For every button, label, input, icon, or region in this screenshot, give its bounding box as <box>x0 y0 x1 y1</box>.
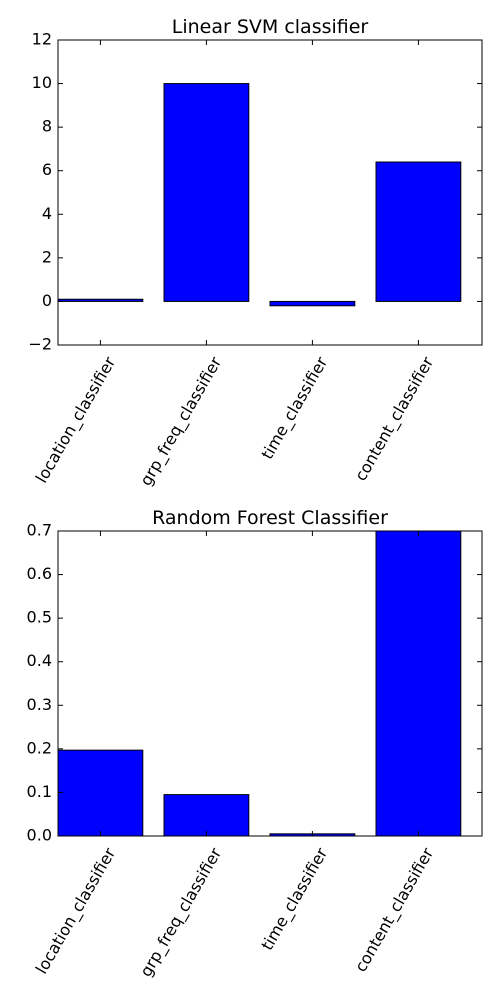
y-tick-label: 6 <box>42 160 52 179</box>
chart-title: Random Forest Classifier <box>152 507 388 529</box>
y-tick-label: 12 <box>32 30 52 49</box>
bar-location-classifier <box>58 299 143 301</box>
y-tick-label: 0.0 <box>27 826 52 845</box>
bar-content-classifier <box>376 162 461 301</box>
y-tick-label: 0 <box>42 291 52 310</box>
y-tick-label: 10 <box>32 73 52 92</box>
y-tick-label: 0.7 <box>27 521 52 540</box>
y-tick-label: 0.3 <box>27 695 52 714</box>
bar-content-classifier <box>376 531 461 836</box>
chart-title: Linear SVM classifier <box>172 16 369 38</box>
y-tick-label: 4 <box>42 204 52 223</box>
y-tick-label: 8 <box>42 117 52 136</box>
bar-location-classifier <box>58 750 143 836</box>
y-tick-label: 2 <box>42 247 52 266</box>
y-tick-label: 0.2 <box>27 738 52 757</box>
bar-grp-freq-classifier <box>164 84 249 302</box>
bar-time-classifier <box>270 301 355 305</box>
y-tick-label: 0.6 <box>27 564 52 583</box>
bar-grp-freq-classifier <box>164 795 249 836</box>
y-tick-label: 0.4 <box>27 651 52 670</box>
y-tick-label: 0.5 <box>27 608 52 627</box>
y-tick-label: 0.1 <box>27 782 52 801</box>
y-tick-label: −2 <box>28 335 52 354</box>
